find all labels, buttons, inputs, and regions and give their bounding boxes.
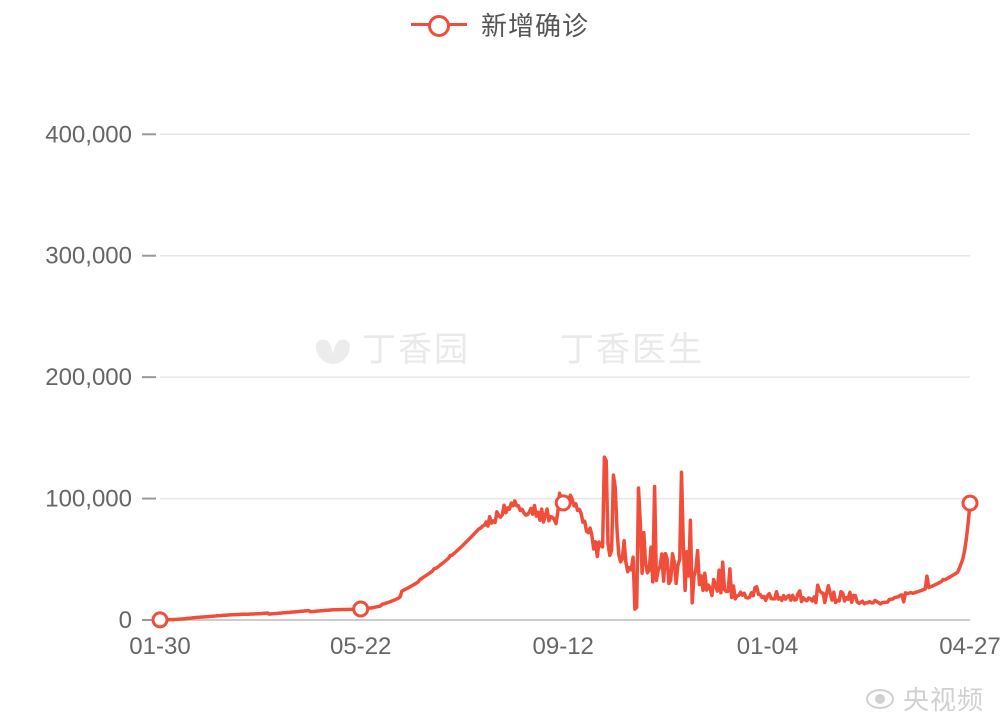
x-tick-label: 01-30 [129, 633, 190, 660]
x-tick-label: 01-04 [737, 633, 798, 660]
line-chart: 0 100,000 200,000 300,000 400,000 01-30 05-22 0… [0, 60, 1000, 700]
y-tick-label: 200,000 [45, 364, 132, 391]
series-marker [963, 496, 977, 510]
y-tick-label: 300,000 [45, 243, 132, 270]
series-marker [153, 613, 167, 627]
source-text: 央视频 [903, 680, 984, 717]
y-tick-label: 0 [119, 607, 132, 634]
y-tick-label: 400,000 [45, 121, 132, 148]
x-tick-label: 04-27 [939, 633, 1000, 660]
chart-legend: 新增确诊 [0, 6, 1000, 43]
series-marker [556, 496, 570, 510]
x-tick-label: 05-22 [330, 633, 391, 660]
y-tick-label: 100,000 [45, 486, 132, 513]
series-marker [354, 602, 368, 616]
x-tick-label: 09-12 [533, 633, 594, 660]
eye-icon [865, 684, 895, 714]
series-line [160, 457, 970, 620]
legend-label: 新增确诊 [481, 6, 589, 43]
source-watermark: 央视频 [865, 680, 984, 717]
legend-line [411, 23, 467, 26]
chart-svg: 0 100,000 200,000 300,000 400,000 01-30 05-22 0… [0, 60, 1000, 700]
legend-marker [428, 15, 450, 37]
